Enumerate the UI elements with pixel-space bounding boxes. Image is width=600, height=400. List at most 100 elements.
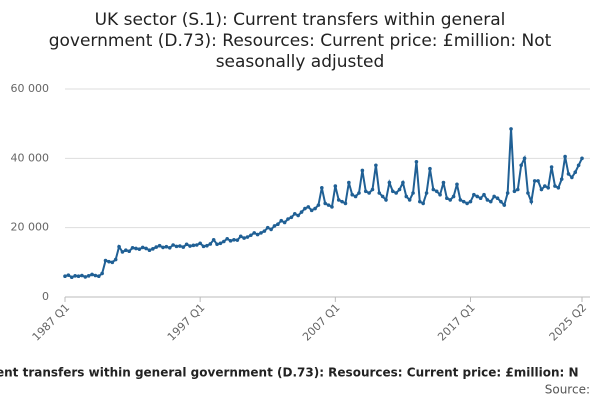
- point: [340, 199, 344, 204]
- point: [553, 184, 557, 188]
- point: [228, 239, 233, 243]
- chart-title: seasonally adjusted: [216, 52, 385, 72]
- point: [191, 243, 196, 248]
- point: [377, 191, 382, 195]
- point: [73, 274, 77, 278]
- point: [401, 180, 405, 185]
- point: [259, 231, 263, 235]
- point: [127, 249, 132, 254]
- point: [509, 127, 513, 131]
- point: [90, 272, 94, 277]
- point: [532, 179, 537, 183]
- point: [482, 192, 486, 197]
- point: [370, 187, 375, 192]
- point: [299, 210, 304, 214]
- point: [451, 194, 456, 199]
- point: [455, 182, 459, 187]
- point: [316, 203, 321, 207]
- point: [282, 220, 287, 225]
- point: [461, 199, 466, 204]
- point: [252, 231, 257, 235]
- point: [347, 180, 351, 185]
- chart-title: UK sector (S.1): Current transfers withi…: [95, 10, 506, 30]
- point: [120, 250, 125, 254]
- point: [343, 201, 348, 206]
- point: [468, 199, 473, 204]
- point: [326, 203, 331, 207]
- point: [380, 194, 385, 199]
- x-tick-label: 2017 Q1: [435, 301, 478, 344]
- point: [93, 273, 98, 278]
- point: [184, 242, 189, 247]
- point: [63, 274, 67, 279]
- point: [124, 248, 128, 252]
- point: [387, 180, 392, 185]
- point: [211, 238, 216, 242]
- point: [292, 212, 297, 216]
- point: [306, 205, 311, 209]
- point: [502, 203, 507, 207]
- point: [559, 177, 564, 181]
- point: [404, 194, 409, 199]
- point: [181, 245, 186, 249]
- point: [580, 156, 584, 161]
- point: [144, 246, 148, 251]
- point: [522, 156, 527, 161]
- point: [86, 274, 91, 278]
- point: [83, 275, 88, 279]
- y-tick-label: 20 000: [11, 221, 50, 234]
- point: [333, 184, 338, 188]
- chart-title: government (D.73): Resources: Current pr…: [49, 31, 552, 51]
- point: [360, 168, 365, 173]
- point: [434, 189, 439, 194]
- point: [117, 244, 121, 249]
- x-tick-label: 2007 Q1: [300, 301, 343, 344]
- point: [249, 233, 253, 238]
- point: [107, 259, 111, 264]
- point: [330, 205, 334, 209]
- point: [272, 224, 277, 228]
- point: [431, 187, 436, 192]
- point: [265, 225, 270, 230]
- point: [76, 274, 81, 279]
- point: [499, 199, 503, 204]
- point: [515, 187, 520, 192]
- point: [157, 243, 162, 248]
- point: [570, 175, 574, 180]
- point: [242, 236, 246, 240]
- point: [205, 243, 209, 248]
- point: [309, 208, 314, 213]
- point: [174, 244, 179, 249]
- point: [134, 246, 138, 251]
- y-tick-label: 0: [42, 290, 49, 303]
- point: [573, 170, 578, 174]
- point: [320, 186, 324, 190]
- point: [485, 198, 490, 202]
- point: [269, 227, 273, 232]
- point: [539, 187, 544, 192]
- point: [367, 191, 371, 195]
- point: [110, 260, 115, 265]
- point: [374, 163, 378, 168]
- point: [154, 245, 159, 249]
- point: [222, 239, 226, 244]
- point: [407, 198, 412, 202]
- point: [465, 201, 469, 206]
- point: [445, 196, 449, 200]
- point: [167, 245, 172, 250]
- point: [390, 189, 395, 194]
- point: [255, 232, 260, 237]
- point: [164, 244, 169, 249]
- point: [414, 160, 419, 164]
- x-axis-label: ent transfers within general government …: [0, 366, 579, 380]
- point: [238, 234, 243, 239]
- point: [421, 201, 425, 206]
- point: [178, 244, 182, 248]
- point: [323, 201, 327, 206]
- point: [428, 166, 432, 171]
- point: [113, 257, 118, 262]
- point: [276, 222, 280, 226]
- point: [198, 241, 202, 246]
- point: [475, 194, 480, 199]
